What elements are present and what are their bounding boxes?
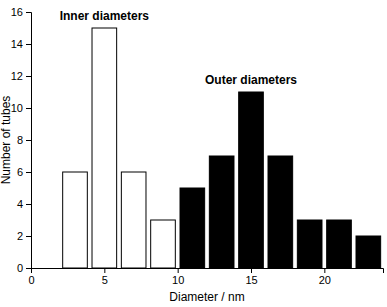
y-tick: 0 — [17, 262, 31, 274]
x-tick-label: 15 — [245, 274, 257, 286]
x-axis: 0 5 10 15 20 — [28, 268, 383, 286]
bar — [239, 92, 264, 268]
y-tick-label: 4 — [17, 198, 23, 210]
x-tick-mark — [324, 268, 325, 273]
bar — [121, 172, 146, 268]
y-tick-label: 6 — [17, 166, 23, 178]
y-tick-mark — [26, 12, 31, 13]
y-tick: 10 — [11, 102, 31, 114]
y-tick-mark — [26, 140, 31, 141]
x-tick: 5 — [102, 268, 108, 286]
y-axis-line — [26, 13, 32, 269]
series-label: Inner diameters — [60, 9, 150, 23]
y-tick-mark — [26, 204, 31, 205]
bar — [151, 220, 176, 268]
y-tick-mark — [26, 44, 31, 45]
x-axis-title: Diameter / nm — [169, 290, 244, 304]
bar — [297, 220, 322, 268]
bar — [209, 156, 234, 268]
y-tick-label: 14 — [11, 38, 23, 50]
x-tick-label: 10 — [172, 274, 184, 286]
x-tick-mark — [104, 268, 105, 273]
y-tick-label: 2 — [17, 230, 23, 242]
bar — [63, 172, 88, 268]
y-tick-mark — [26, 108, 31, 109]
y-tick: 14 — [11, 38, 31, 50]
x-tick: 0 — [28, 268, 34, 286]
y-tick-label: 12 — [11, 70, 23, 82]
bar — [180, 188, 205, 268]
y-tick: 6 — [17, 166, 31, 178]
y-tick-label: 8 — [17, 134, 23, 146]
y-tick: 12 — [11, 70, 31, 82]
y-tick-label: 16 — [11, 6, 23, 18]
x-tick: 10 — [172, 268, 184, 286]
y-axis: 0 2 4 6 8 10 12 14 16 — [11, 6, 32, 274]
y-tick: 2 — [17, 230, 31, 242]
chart: 0 5 10 15 20 0 2 4 6 8 10 12 14 16 Inner diameters Oute… — [0, 0, 387, 307]
y-tick-mark — [26, 236, 31, 237]
x-tick: 15 — [245, 268, 257, 286]
x-axis-line — [32, 269, 384, 274]
y-tick-mark — [26, 172, 31, 173]
plot: 0 5 10 15 20 0 2 4 6 8 10 12 14 16 Inner diameters Oute… — [11, 6, 384, 286]
y-tick-mark — [26, 268, 31, 269]
y-tick-label: 0 — [17, 262, 23, 274]
x-tick-label: 0 — [28, 274, 34, 286]
x-tick-label: 20 — [319, 274, 331, 286]
x-tick-mark — [251, 268, 252, 273]
x-tick-label: 5 — [102, 274, 108, 286]
y-tick-mark — [26, 76, 31, 77]
x-tick: 20 — [319, 268, 331, 286]
bar — [356, 236, 381, 268]
y-tick: 16 — [11, 6, 31, 18]
x-tick-mark — [178, 268, 179, 273]
y-axis-title: Number of tubes — [0, 96, 13, 185]
series-label: Outer diameters — [205, 73, 297, 87]
y-tick: 4 — [17, 198, 31, 210]
bar — [327, 220, 352, 268]
bar — [268, 156, 293, 268]
bar — [92, 28, 117, 268]
bars — [63, 28, 381, 268]
y-tick: 8 — [17, 134, 31, 146]
